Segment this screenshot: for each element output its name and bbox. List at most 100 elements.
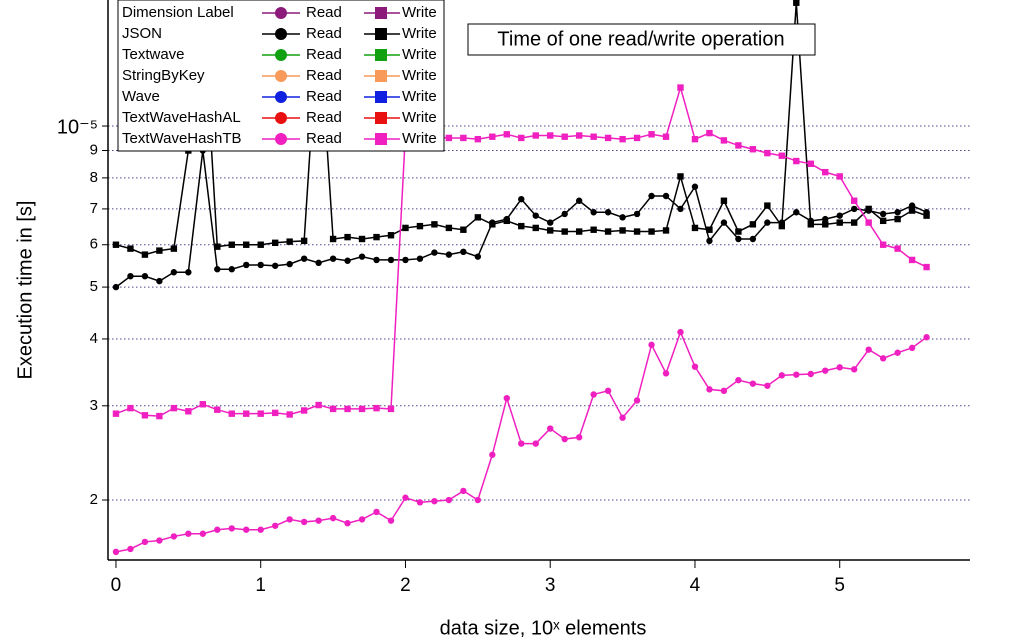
point [286, 411, 293, 418]
legend-label: JSON [122, 25, 162, 42]
point [894, 209, 901, 216]
point [199, 530, 207, 537]
legend-label: TextWaveHashAL [122, 109, 241, 126]
point [575, 197, 583, 204]
point [518, 222, 525, 230]
point [243, 261, 250, 269]
series-line [115, 150, 927, 288]
legend-label: Dimension Label [122, 4, 234, 21]
point [373, 404, 380, 412]
point [749, 221, 757, 228]
x-tick-label: 4 [690, 575, 701, 596]
x-tick-label: 5 [834, 575, 845, 596]
y-tick-label: 4 [90, 330, 98, 347]
point [329, 514, 337, 522]
point [720, 197, 728, 204]
point [894, 215, 901, 223]
point [836, 173, 843, 180]
point [460, 134, 467, 142]
point [170, 533, 178, 540]
point [633, 397, 641, 404]
point [662, 133, 670, 140]
legend: Dimension Label Read Write JSON Read Write Tex… [117, 0, 445, 152]
point [373, 256, 380, 264]
y-tick-label: 5 [90, 278, 98, 295]
point [474, 214, 482, 221]
point [243, 410, 250, 417]
legend-marker [375, 70, 387, 82]
point [836, 212, 843, 219]
y-tick-label: 3 [90, 397, 98, 414]
point [358, 405, 366, 413]
legend-read: Read [306, 46, 342, 63]
point [460, 226, 467, 233]
point [561, 133, 568, 140]
point [344, 520, 351, 527]
point [315, 259, 322, 267]
point [503, 215, 510, 223]
point [633, 134, 641, 142]
point [691, 363, 699, 370]
point [590, 133, 597, 140]
point [633, 228, 641, 235]
point [387, 256, 395, 264]
point [387, 405, 395, 413]
ticks: 2 3 4 5 6 7 8 9 10⁻⁵ 0 1 2 3 4 5 [57, 116, 845, 596]
legend-marker [275, 28, 287, 40]
point [532, 440, 539, 447]
point [822, 168, 829, 176]
point [532, 132, 539, 139]
y-tick-label: 6 [90, 236, 98, 253]
point [778, 219, 786, 226]
legend-read: Read [306, 88, 342, 105]
chart-title: Time of one read/write operation [497, 28, 784, 50]
point [489, 133, 496, 140]
point [778, 152, 786, 159]
legend-marker [275, 7, 287, 19]
point [141, 538, 149, 546]
x-tick-label: 0 [111, 575, 122, 596]
point [127, 545, 134, 553]
point [894, 349, 901, 356]
point [329, 405, 337, 413]
point [503, 394, 510, 402]
point [503, 131, 510, 138]
point [619, 227, 626, 234]
point [561, 435, 568, 443]
point [793, 0, 800, 6]
point [489, 451, 496, 458]
point [793, 209, 800, 216]
point [648, 192, 655, 200]
point [865, 207, 872, 214]
point [547, 132, 554, 139]
point [185, 408, 192, 415]
point [822, 215, 829, 223]
point [908, 202, 916, 209]
point [286, 238, 293, 245]
point [112, 283, 120, 291]
point [865, 346, 872, 353]
point [431, 221, 438, 228]
point [445, 251, 453, 258]
point [894, 245, 901, 252]
point [329, 235, 337, 243]
point [416, 499, 424, 506]
point [228, 266, 235, 273]
point [850, 197, 858, 204]
point [474, 496, 482, 504]
point [518, 195, 525, 203]
x-tick-label: 2 [400, 575, 411, 596]
point [923, 334, 930, 341]
point [416, 255, 424, 262]
point [706, 237, 713, 245]
point [344, 257, 351, 264]
legend-marker [375, 49, 387, 61]
point [619, 135, 626, 143]
point [836, 364, 843, 371]
point [358, 253, 366, 260]
title-box [467, 23, 816, 56]
point [170, 404, 178, 412]
point [156, 412, 163, 420]
point [706, 129, 713, 137]
legend-label: StringByKey [122, 67, 205, 84]
